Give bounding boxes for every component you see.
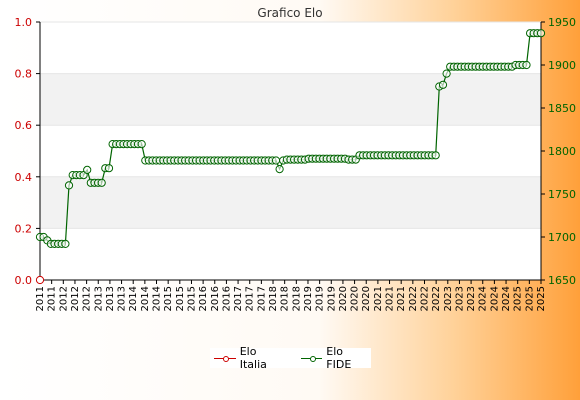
x-tick-label: 2012 [70, 286, 81, 311]
data-point-elo-fide [522, 60, 531, 70]
x-tick-label: 2019 [315, 286, 326, 311]
x-tick-label: 2023 [443, 286, 454, 311]
data-point-elo-fide [83, 165, 92, 174]
x-tick-label: 2015 [186, 286, 197, 311]
y-left-tick-label: 0.2 [15, 222, 33, 235]
data-point-elo-fide [271, 156, 281, 165]
x-tick-label: 2012 [58, 286, 69, 311]
x-tick-label: 2020 [350, 286, 361, 311]
x-tick-label: 2019 [326, 286, 337, 311]
data-point-elo-fide [64, 181, 74, 190]
x-tick-label: 2014 [128, 286, 139, 311]
x-tick-label: 2018 [291, 286, 302, 311]
x-tick-label: 2017 [233, 286, 244, 311]
data-point-elo-fide [442, 69, 451, 78]
y-right-tick-label: 1950 [548, 16, 576, 29]
y-axis-right: 1650 1700 1750 1800 1850 1900 1950 [541, 16, 576, 287]
x-tick-label: 2014 [140, 286, 151, 311]
x-tick-label: 2022 [431, 286, 442, 311]
x-tick-label: 2025 [513, 286, 524, 311]
data-point-elo-fide [137, 140, 146, 149]
x-tick-label: 2018 [280, 286, 291, 311]
plot-bands [40, 21, 541, 281]
x-tick-label: 2025 [524, 286, 535, 311]
y-right-tick-label: 1700 [548, 231, 576, 244]
y-left-tick-label: 0.8 [15, 68, 33, 81]
x-tick-label: 2022 [419, 286, 430, 311]
x-tick-label: 2015 [175, 286, 186, 311]
x-tick-label: 2013 [93, 286, 104, 311]
legend-label-fide: Elo FIDE [326, 345, 352, 371]
data-point-elo-italia [35, 275, 45, 285]
plot-band [40, 228, 541, 280]
x-tick-label: 2023 [454, 286, 465, 311]
x-tick-label: 2021 [396, 286, 407, 311]
y-right-tick-label: 1850 [548, 102, 576, 115]
data-point-elo-fide [438, 80, 448, 89]
y-left-tick-label: 0.6 [15, 119, 33, 132]
series-elo-fide [35, 29, 546, 248]
legend-marker-italia [214, 353, 236, 363]
x-tick-label: 2024 [501, 286, 512, 311]
x-tick-label: 2021 [373, 286, 384, 311]
data-point-elo-fide [536, 29, 546, 38]
x-tick-label: 2013 [117, 286, 128, 311]
x-tick-label: 2024 [478, 286, 489, 311]
legend-marker-fide [300, 353, 323, 363]
x-tick-label: 2022 [408, 286, 419, 311]
y-left-tick-label: 1.0 [15, 16, 33, 29]
y-right-tick-label: 1750 [548, 188, 576, 201]
y-right-tick-label: 1800 [548, 145, 576, 158]
legend: Elo Italia Elo FIDE [210, 345, 371, 371]
x-tick-label: 2025 [536, 286, 547, 311]
x-tick-label: 2011 [47, 286, 58, 311]
x-tick-label: 2015 [163, 286, 174, 311]
data-point-elo-fide [275, 165, 284, 174]
x-tick-label: 2023 [466, 286, 477, 311]
y-right-tick-label: 1900 [548, 59, 576, 72]
data-point-elo-fide [61, 239, 70, 248]
legend-label-italia: Elo Italia [239, 345, 267, 371]
series-elo-italia [35, 275, 45, 285]
x-tick-label: 2017 [245, 286, 256, 311]
x-tick-label: 2011 [35, 286, 46, 311]
chart-title: Grafico Elo [257, 6, 322, 20]
plot-band [40, 176, 541, 229]
x-tick-label: 2019 [303, 286, 314, 311]
x-tick-label: 2020 [361, 286, 372, 311]
data-point-elo-fide [104, 164, 114, 173]
x-tick-label: 2017 [256, 286, 267, 311]
x-tick-label: 2014 [152, 286, 163, 311]
plot-band [40, 73, 541, 126]
x-tick-label: 2021 [385, 286, 396, 311]
x-tick-label: 2016 [210, 286, 221, 311]
x-tick-label: 2012 [82, 286, 93, 311]
x-axis-ticks: 2011 2011 2012 2012 2012 2013 2013 2013 2014 2014… [35, 280, 547, 311]
x-tick-label: 2013 [105, 286, 116, 311]
legend-item-elo-fide[interactable]: Elo FIDE [300, 345, 371, 371]
legend-item-elo-italia[interactable]: Elo Italia [214, 345, 287, 371]
y-left-tick-label: 0.4 [15, 171, 33, 184]
plot-band [40, 125, 541, 177]
data-point-elo-fide [97, 178, 106, 187]
x-tick-label: 2016 [198, 286, 209, 311]
x-tick-label: 2016 [221, 286, 232, 311]
x-tick-label: 2018 [268, 286, 279, 311]
y-left-tick-label: 0.0 [15, 274, 33, 287]
data-point-elo-fide [431, 151, 440, 160]
x-tick-label: 2020 [338, 286, 349, 311]
y-axis-left: 0.0 0.2 0.4 0.6 0.8 1.0 [15, 16, 40, 287]
y-right-tick-label: 1650 [548, 274, 576, 287]
x-tick-label: 2024 [489, 286, 500, 311]
